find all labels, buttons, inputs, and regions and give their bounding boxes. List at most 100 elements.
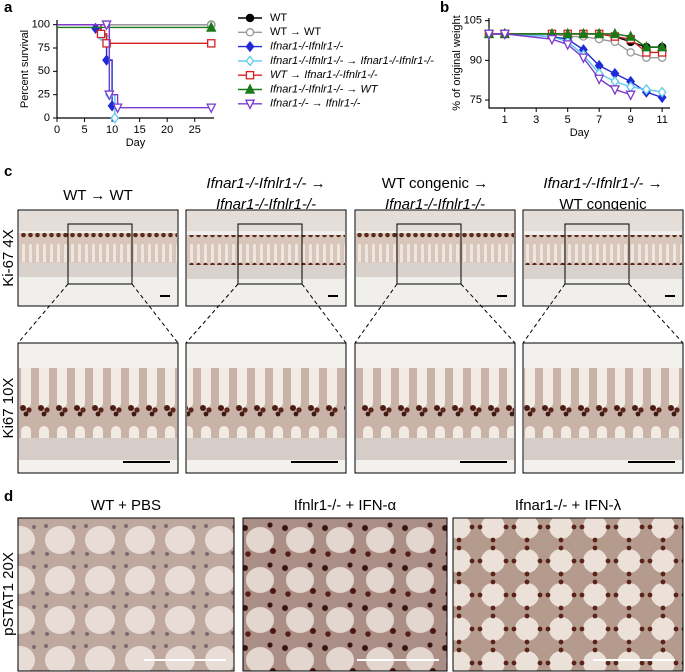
marker: [112, 103, 123, 114]
submucosa: [524, 438, 682, 460]
legend-marker: [245, 40, 255, 53]
marker: [657, 86, 667, 98]
series-line: [489, 33, 663, 93]
marker: [656, 41, 668, 52]
column-heading: Ifnar1-/-Ifnlr1-/-: [385, 196, 485, 213]
legend-label: WT → WT: [270, 26, 321, 38]
zoom-line: [301, 283, 347, 344]
marker: [610, 75, 620, 88]
lumen: [356, 211, 514, 231]
zoom-line: [131, 283, 179, 344]
y-axis-label: Percent survival: [19, 30, 31, 108]
series-line: [57, 23, 212, 109]
y-tick-label: 25: [38, 89, 50, 101]
column-heading: Ifnar1-/-Ifnlr1-/- →: [543, 175, 662, 192]
marker: [625, 30, 636, 41]
lumen: [19, 211, 177, 231]
zoom-line: [460, 283, 516, 344]
mucosa: [19, 233, 177, 263]
marker: [626, 48, 635, 57]
column-heading: WT → WT: [63, 187, 133, 204]
mucosa: [187, 235, 345, 265]
zoom-line: [17, 283, 69, 344]
marker: [578, 53, 589, 64]
legend-label: WT: [270, 12, 287, 24]
submucosa: [19, 438, 177, 460]
y-tick-label: 105: [464, 15, 482, 27]
x-tick-label: 25: [189, 124, 201, 136]
submucosa: [187, 265, 345, 279]
micrograph-20x: [17, 517, 235, 672]
column-heading: Ifnar1-/- + IFN-λ: [515, 497, 622, 514]
submucosa: [356, 263, 514, 277]
marker: [641, 41, 652, 52]
legend-marker: [244, 83, 256, 94]
panel-letter: c: [4, 163, 12, 180]
panel-letter: b: [440, 0, 449, 16]
x-tick-label: 9: [628, 114, 634, 126]
zoom-box: [396, 223, 462, 285]
x-tick-label: 0: [54, 124, 60, 136]
x-tick-label: 3: [533, 114, 539, 126]
marker: [562, 40, 573, 51]
legend-label: Ifnar1-/-Ifnlr1-/- → Ifnar1-/-Ifnlr1-/-: [270, 55, 434, 67]
legend-label: WT → Ifnar1-/-Ifnlr1-/-: [270, 69, 378, 81]
marker: [206, 39, 216, 48]
legend-marker: [245, 13, 255, 23]
y-axis-label: % of original weight: [451, 15, 463, 110]
marker: [562, 27, 573, 39]
y-tick-label: 50: [38, 65, 50, 77]
marker: [206, 21, 217, 32]
mucosa: [187, 368, 345, 438]
zoom-line: [185, 283, 239, 344]
column-heading: Ifnlr1-/- + IFN-α: [294, 497, 397, 514]
y-tick-label: 100: [32, 19, 50, 31]
axis: [488, 18, 670, 109]
row-label: Ki67 10X: [0, 378, 17, 439]
mucosa: [356, 233, 514, 263]
mucosa: [356, 368, 514, 438]
lumen: [187, 211, 345, 231]
x-axis-label: Day: [126, 137, 146, 149]
marker: [499, 29, 510, 40]
marker: [104, 90, 115, 101]
marker: [594, 74, 605, 85]
x-tick-label: 1: [502, 114, 508, 126]
x-tick-label: 11: [656, 114, 667, 126]
zoom-box: [237, 223, 303, 285]
y-tick-label: 75: [38, 42, 50, 54]
column-heading: Ifnar1-/-Ifnlr1-/- →: [206, 175, 325, 192]
marker: [546, 34, 558, 46]
legend-label: Ifnar1-/- → Ifnlr1-/-: [270, 98, 361, 110]
y-tick-label: 90: [470, 54, 482, 66]
marker: [641, 83, 651, 96]
zoom-line: [522, 283, 566, 344]
x-axis-label: Day: [570, 127, 590, 139]
y-tick-label: 0: [44, 112, 50, 124]
series-line: [489, 33, 631, 96]
marker: [578, 27, 589, 39]
marker: [625, 90, 636, 101]
zoom-box: [564, 223, 630, 285]
series-line: [489, 33, 663, 59]
marker: [609, 27, 621, 39]
marker: [101, 20, 112, 31]
micrograph-20x: [242, 517, 448, 672]
x-tick-label: 7: [596, 114, 602, 126]
panel-letter: a: [4, 0, 13, 16]
x-tick-label: 20: [161, 124, 173, 136]
marker: [483, 29, 495, 40]
marker: [96, 29, 106, 39]
zoom-line: [628, 283, 684, 344]
mucosa: [524, 368, 682, 438]
marker: [110, 112, 120, 124]
lumen: [524, 211, 682, 231]
legend-marker: [244, 99, 256, 110]
panel-letter: d: [4, 488, 13, 505]
legend-marker: [245, 28, 255, 37]
submucosa: [19, 263, 177, 277]
column-heading: WT + PBS: [91, 497, 161, 514]
column-heading: WT congenic: [559, 196, 647, 213]
axis: [56, 20, 214, 119]
